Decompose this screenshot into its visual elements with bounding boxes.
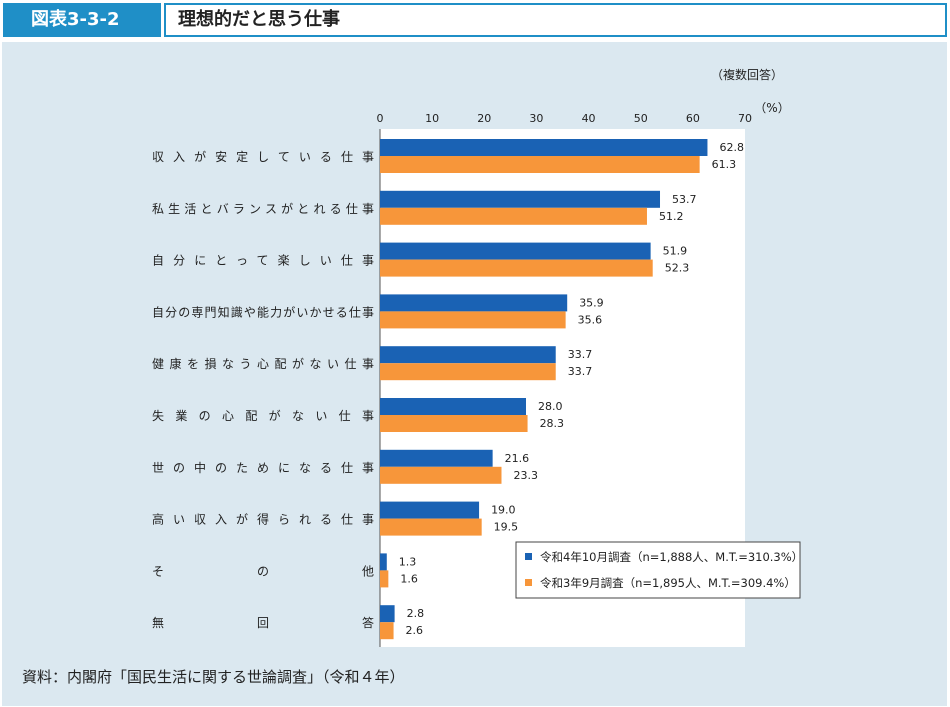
data-label: 33.7: [568, 348, 593, 361]
data-label: 2.8: [407, 607, 425, 620]
chart-panel: （複数回答） （%） 0 10 20 30 40 50 60 70 収入が安定している仕事 62.8 6…: [2, 42, 947, 706]
figure-header: 図表3-3-2 理想的だと思う仕事: [0, 0, 950, 42]
x-tick-label: 50: [634, 112, 648, 125]
data-label: 1.3: [399, 555, 417, 568]
bar-r4: [380, 553, 387, 571]
category-label: 健康を損なう心配がない仕事: [152, 356, 374, 371]
legend-label: 令和3年9月調査（n=1,895人、M.T.=309.4%）: [540, 576, 796, 590]
figure-title: 理想的だと思う仕事: [178, 9, 340, 30]
bar-r4: [380, 346, 556, 364]
bar-r4: [380, 242, 651, 260]
bar-r4: [380, 190, 661, 208]
bar-r3: [380, 311, 566, 329]
data-label: 51.2: [659, 210, 684, 223]
category-label: 自分の専門知識や能力がいかせる仕事: [152, 304, 374, 319]
data-label: 52.3: [665, 262, 690, 275]
data-label: 2.6: [406, 624, 424, 637]
legend-label: 令和4年10月調査（n=1,888人、M.T.=310.3%）: [540, 550, 803, 564]
category-label: その他: [152, 564, 374, 578]
bar-r4: [380, 294, 568, 312]
bar-r3: [380, 466, 502, 484]
figure-title-box: 理想的だと思う仕事: [164, 3, 947, 37]
x-tick-label: 40: [582, 112, 596, 125]
x-tick-label: 20: [477, 112, 491, 125]
data-label: 35.9: [579, 296, 604, 309]
x-tick-label: 10: [425, 112, 439, 125]
category-label: 私生活とバランスがとれる仕事: [152, 201, 374, 216]
bar-r3: [380, 363, 556, 381]
bar-r3: [380, 570, 389, 588]
bar-r4: [380, 449, 493, 467]
data-label: 1.6: [400, 572, 418, 585]
x-tick-label: 30: [529, 112, 543, 125]
bar-r4: [380, 139, 708, 156]
bar-r4: [380, 501, 480, 519]
data-label: 28.0: [538, 400, 563, 413]
x-tick-label: 60: [686, 112, 700, 125]
data-label: 62.8: [719, 141, 744, 154]
category-label: 無回答: [152, 615, 374, 630]
bar-r4: [380, 398, 526, 415]
x-tick-label: 70: [738, 112, 752, 125]
category-label: 自分にとって楽しい仕事: [152, 254, 374, 268]
bar-r3: [380, 156, 700, 173]
data-label: 35.6: [578, 313, 603, 326]
data-label: 33.7: [568, 365, 593, 378]
data-label: 61.3: [712, 158, 737, 171]
source-note: 資料：内閣府「国民生活に関する世論調査」（令和４年）: [22, 668, 405, 686]
data-label: 23.3: [513, 469, 538, 482]
data-label: 19.5: [494, 521, 519, 534]
category-label: 世の中のためになる仕事: [152, 460, 374, 475]
bar-chart: （複数回答） （%） 0 10 20 30 40 50 60 70 収入が安定している仕事 62.8 6…: [152, 67, 803, 647]
category-label: 失業の心配がない仕事: [152, 408, 374, 423]
bar-r3: [380, 207, 647, 225]
category-label: 高い収入が得られる仕事: [152, 512, 374, 527]
multiple-answers-note: （複数回答）: [711, 67, 783, 82]
bar-r4: [380, 605, 395, 623]
legend-swatch: [525, 553, 532, 560]
data-label: 53.7: [672, 193, 697, 206]
x-tick-label: 0: [377, 112, 384, 125]
category-label: 収入が安定している仕事: [152, 149, 374, 164]
legend-swatch: [525, 579, 532, 586]
bar-r3: [380, 415, 528, 432]
figure-label: 図表3-3-2: [3, 3, 161, 37]
legend-box: [515, 541, 801, 599]
data-label: 51.9: [663, 245, 688, 258]
bar-r3: [380, 259, 653, 277]
data-label: 21.6: [505, 452, 529, 465]
data-label: 19.0: [491, 504, 515, 517]
unit-note: （%）: [754, 101, 789, 115]
bar-r3: [380, 518, 482, 536]
bar-r3: [380, 622, 394, 640]
data-label: 28.3: [540, 417, 565, 430]
